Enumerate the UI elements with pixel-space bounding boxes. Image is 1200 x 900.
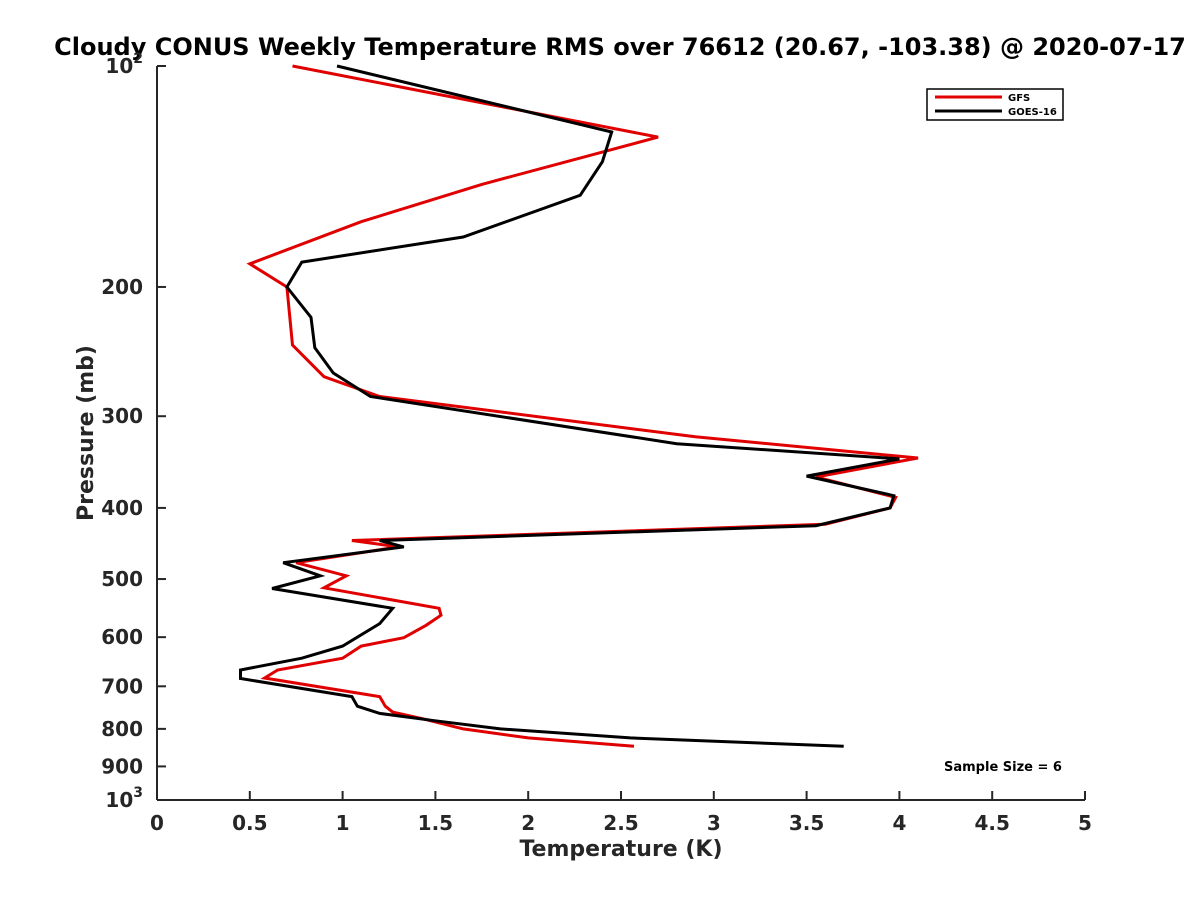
legend-label-goes16: GOES-16 (1008, 107, 1057, 118)
x-tick-label: 2 (521, 811, 535, 835)
y-tick-label: 102 (105, 51, 143, 78)
y-tick-label: 200 (101, 275, 143, 299)
y-tick-base: 10 (105, 54, 133, 78)
x-tick-label: 3.5 (789, 811, 824, 835)
y-tick-label: 103 (105, 785, 143, 812)
x-tick-label: 0 (150, 811, 164, 835)
x-tick-label: 4.5 (974, 811, 1009, 835)
y-tick-label: 600 (101, 625, 143, 649)
y-tick-base: 10 (105, 788, 133, 812)
series-layer (239, 64, 919, 748)
x-tick-label: 4 (892, 811, 906, 835)
x-tick-label: 5 (1078, 811, 1092, 835)
x-tick-label: 0.5 (232, 811, 267, 835)
legend-label-gfs: GFS (1008, 93, 1030, 104)
series-line-gfs (246, 64, 919, 748)
x-tick-label: 1 (336, 811, 350, 835)
y-tick-label: 500 (101, 567, 143, 591)
sample-size-annotation: Sample Size = 6 (944, 760, 1062, 775)
y-tick-label: 400 (101, 496, 143, 520)
legend: GFS GOES-16 (926, 88, 1064, 121)
series-line-goes16 (239, 64, 900, 748)
y-axis-label: Pressure (mb) (74, 345, 99, 521)
legend-box (926, 88, 1064, 121)
x-axis-ticks: 0 0.5 1 1.5 2 2.5 3 3.5 4 4.5 5 (150, 791, 1092, 835)
y-tick-label: 700 (101, 674, 143, 698)
y-tick-exponent: 2 (133, 51, 143, 67)
x-tick-label: 2.5 (603, 811, 638, 835)
x-tick-label: 3 (707, 811, 721, 835)
x-tick-label: 1.5 (418, 811, 453, 835)
y-tick-label: 300 (101, 404, 143, 428)
y-tick-label: 800 (101, 717, 143, 741)
x-axis-label: Temperature (K) (519, 837, 722, 862)
y-tick-exponent: 3 (133, 785, 143, 801)
y-tick-label: 900 (101, 754, 143, 778)
chart-title: Cloudy CONUS Weekly Temperature RMS over… (54, 33, 1186, 61)
